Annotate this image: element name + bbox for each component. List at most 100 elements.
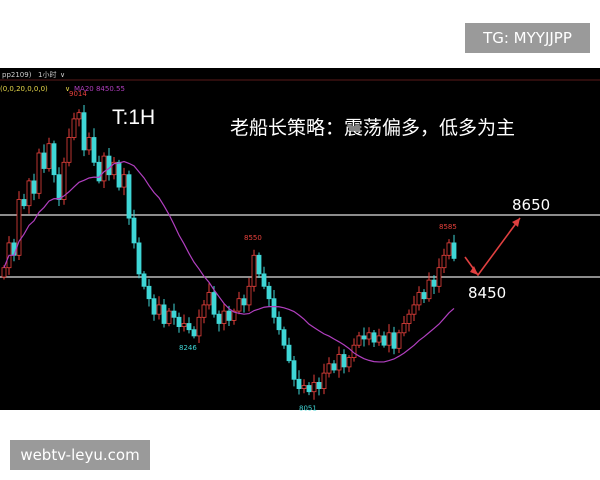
candle-up <box>236 298 242 312</box>
candle-up <box>246 285 252 306</box>
candle-up <box>301 385 307 389</box>
watermark-bottom: webtv-leyu.com <box>10 440 150 470</box>
candle-down <box>276 316 282 331</box>
period-selector[interactable]: 1小时 <box>38 70 56 79</box>
candle-down <box>136 242 142 275</box>
candle-down <box>11 242 17 256</box>
candle-down <box>211 292 217 315</box>
candle-down <box>271 298 277 318</box>
candle-up <box>221 310 227 324</box>
candle-down <box>186 323 192 331</box>
strategy-text: 老船长策略：震荡偏多，低多为主 <box>230 117 515 139</box>
candle-down <box>216 313 222 324</box>
candle-up <box>411 304 417 315</box>
candle-up <box>26 180 32 207</box>
price-label: 8051 <box>299 405 317 413</box>
candle-up <box>181 323 187 327</box>
ma20-value: MA20 8450.55 <box>74 85 125 93</box>
candle-down <box>286 344 292 362</box>
candle-down <box>161 304 167 324</box>
candle-up <box>321 372 327 390</box>
candle-down <box>331 363 337 371</box>
candle-down <box>176 316 182 327</box>
candles <box>1 104 457 400</box>
candle-down <box>291 360 297 380</box>
candle-up <box>251 254 257 287</box>
candle-down <box>116 161 122 188</box>
candle-up <box>406 313 412 324</box>
candle-down <box>81 112 87 151</box>
candle-up <box>416 292 422 306</box>
candle-up <box>76 112 82 120</box>
candle-up <box>311 381 317 393</box>
indicator-params[interactable]: (0,0,20,0,0,0) <box>0 85 48 93</box>
candle-down <box>361 335 367 340</box>
price-label: 8550 <box>244 234 262 242</box>
candle-down <box>56 174 62 200</box>
candle-up <box>111 161 117 176</box>
projection-arrow <box>464 217 521 277</box>
candle-up <box>16 199 22 256</box>
candle-down <box>91 137 97 163</box>
candle-up <box>206 292 212 306</box>
candle-up <box>446 242 452 256</box>
symbol-label: pp2109) <box>2 71 32 79</box>
target-level-label: 8650 <box>512 196 550 214</box>
level-lines <box>0 214 600 278</box>
candle-up <box>376 335 382 343</box>
candle-down <box>241 298 247 306</box>
candle-up <box>326 363 332 374</box>
chevron-down-icon[interactable]: ∨ <box>60 71 65 79</box>
candle-down <box>266 285 272 300</box>
candle-down <box>316 381 322 389</box>
candle-up <box>86 137 92 151</box>
candle-up <box>401 323 407 334</box>
candle-up <box>426 279 432 300</box>
candle-up <box>196 316 202 337</box>
candle-up <box>156 304 162 315</box>
candle-down <box>431 279 437 287</box>
candle-down <box>281 329 287 346</box>
candle-up <box>61 161 67 200</box>
candle-down <box>21 199 27 207</box>
candle-up <box>366 332 372 340</box>
candle-down <box>256 254 262 275</box>
candle-up <box>346 357 352 368</box>
candle-up <box>336 354 342 371</box>
candle-down <box>191 329 197 337</box>
candle-down <box>146 285 152 300</box>
candle-down <box>421 292 427 300</box>
candle-up <box>436 267 442 287</box>
candle-down <box>96 161 102 182</box>
candle-up <box>36 152 42 194</box>
candle-down <box>106 155 112 176</box>
candle-down <box>296 378 302 389</box>
candle-up <box>71 118 77 138</box>
candle-down <box>41 152 47 169</box>
price-label: 8246 <box>179 344 197 352</box>
candle-down <box>341 354 347 368</box>
candle-up <box>66 137 72 163</box>
candle-down <box>141 273 147 287</box>
candle-down <box>306 385 312 393</box>
candle-up <box>46 143 52 169</box>
chevron-down-icon[interactable]: ∨ <box>65 85 70 93</box>
price-label: 9014 <box>69 90 87 98</box>
candle-down <box>371 332 377 343</box>
chart-background <box>0 68 600 410</box>
candle-down <box>391 332 397 349</box>
candle-down <box>171 310 177 318</box>
candle-down <box>226 310 232 321</box>
candle-up <box>201 304 207 318</box>
candle-up <box>166 310 172 324</box>
candle-down <box>51 143 57 176</box>
candle-up <box>386 332 392 346</box>
candle-down <box>31 180 37 194</box>
candle-up <box>396 332 402 349</box>
candle-down <box>261 273 267 287</box>
watermark-top: TG: MYYJJPP <box>465 23 590 53</box>
arrow-head-icon <box>512 218 520 227</box>
candle-down <box>451 242 457 259</box>
candle-up <box>356 335 362 346</box>
candle-down <box>381 335 387 346</box>
